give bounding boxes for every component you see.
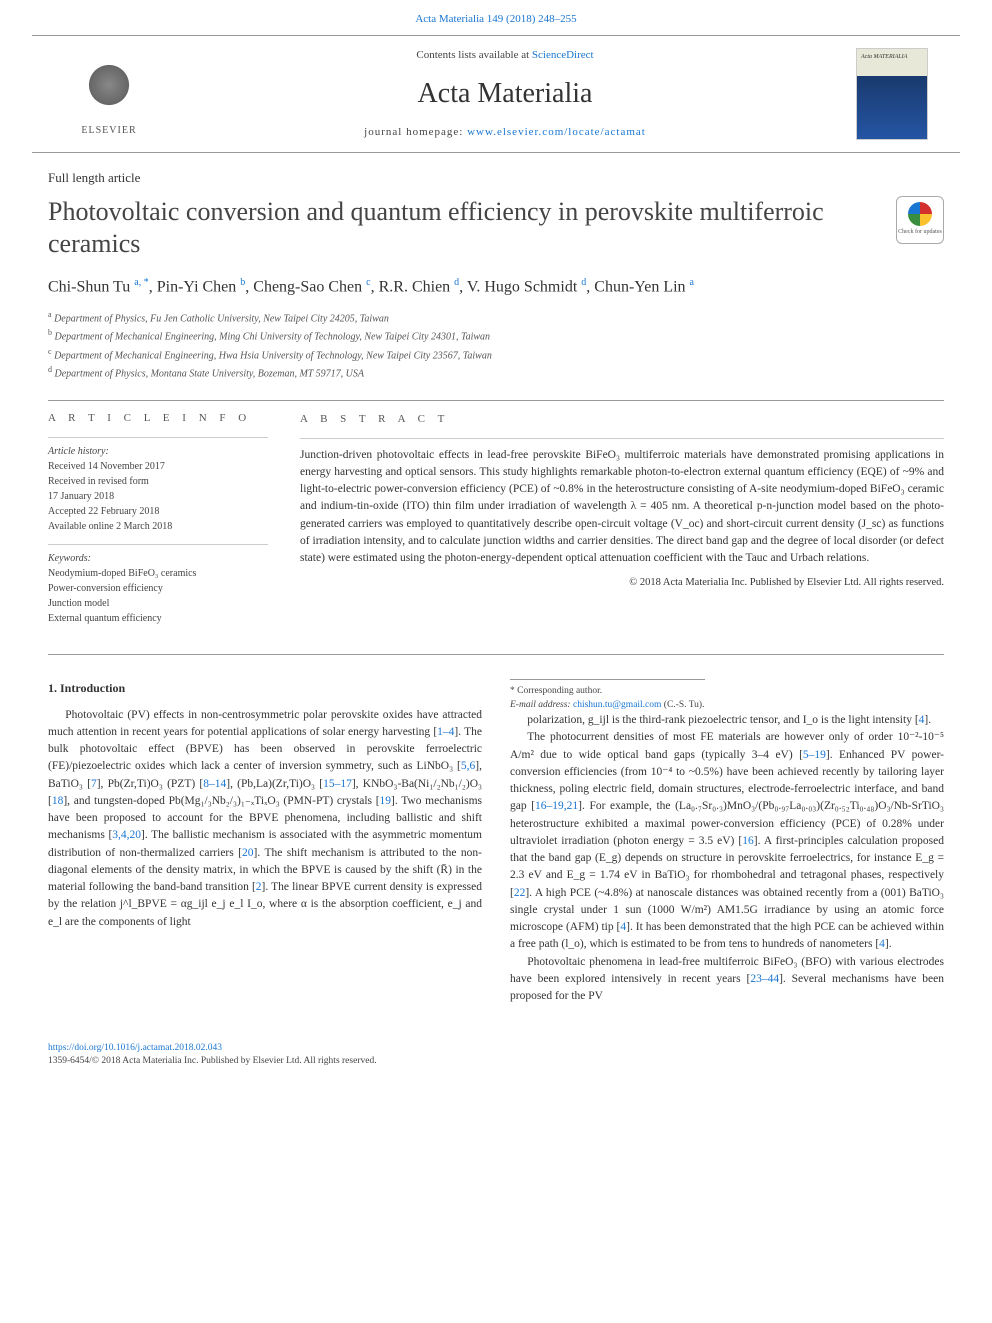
keywords-label: Keywords:	[48, 553, 91, 564]
abstract-text: Junction-driven photovoltaic effects in …	[300, 447, 944, 568]
corr-author-line: * Corresponding author.	[510, 684, 705, 698]
abstract-rule	[300, 438, 944, 439]
journal-cover-thumbnail	[856, 48, 928, 140]
homepage-link[interactable]: www.elsevier.com/locate/actamat	[467, 126, 646, 138]
article-info: A R T I C L E I N F O Article history: R…	[48, 411, 268, 635]
doi-link[interactable]: https://doi.org/10.1016/j.actamat.2018.0…	[48, 1043, 222, 1053]
divider	[48, 400, 944, 401]
contents-listing: Contents lists available at ScienceDirec…	[154, 48, 856, 63]
affiliation-line: c Department of Mechanical Engineering, …	[48, 346, 944, 364]
journal-header: ELSEVIER Contents lists available at Sci…	[32, 35, 960, 153]
intro-para-1: Photovoltaic (PV) effects in non-centros…	[48, 707, 482, 931]
intro-para-2: polarization, g_ijl is the third-rank pi…	[510, 712, 944, 729]
intro-para-3: The photocurrent densities of most FE ma…	[510, 729, 944, 953]
history-line: 17 January 2018	[48, 489, 268, 504]
intro-para-4: Photovoltaic phenomena in lead-free mult…	[510, 954, 944, 1006]
history-label: Article history:	[48, 446, 109, 457]
crossmark-badge[interactable]: Check for updates	[896, 196, 944, 244]
email-label: E-mail address:	[510, 700, 573, 710]
info-abstract-row: A R T I C L E I N F O Article history: R…	[48, 411, 944, 635]
publisher-name: ELSEVIER	[81, 124, 136, 138]
crossmark-label: Check for updates	[898, 228, 942, 236]
title-row: Photovoltaic conversion and quantum effi…	[48, 196, 944, 261]
publisher-logo: ELSEVIER	[64, 44, 154, 144]
history-line: Available online 2 March 2018	[48, 519, 268, 534]
journal-name: Acta Materialia	[154, 74, 856, 113]
body-text: 1. Introduction Photovoltaic (PV) effect…	[48, 679, 944, 1019]
corr-email-link[interactable]: chishun.tu@gmail.com	[573, 700, 661, 710]
keyword-line: Power-conversion efficiency	[48, 581, 268, 596]
elsevier-tree-icon	[74, 50, 144, 120]
history-line: Received in revised form	[48, 474, 268, 489]
article-title: Photovoltaic conversion and quantum effi…	[48, 196, 876, 261]
keyword-line: External quantum efficiency	[48, 611, 268, 626]
keyword-line: Neodymium-doped BiFeO₃ ceramics	[48, 566, 268, 581]
journal-homepage: journal homepage: www.elsevier.com/locat…	[154, 125, 856, 140]
corr-email-author: (C.-S. Tu).	[661, 700, 704, 710]
crossmark-icon	[908, 202, 932, 226]
journal-citation: Acta Materialia 149 (2018) 248–255	[0, 0, 992, 35]
affiliation-line: a Department of Physics, Fu Jen Catholic…	[48, 309, 944, 327]
history-line: Received 14 November 2017	[48, 459, 268, 474]
homepage-prefix: journal homepage:	[364, 126, 467, 138]
history-line: Accepted 22 February 2018	[48, 504, 268, 519]
header-center: Contents lists available at ScienceDirec…	[154, 48, 856, 140]
footer-block: https://doi.org/10.1016/j.actamat.2018.0…	[0, 1042, 992, 1085]
section-heading-intro: 1. Introduction	[48, 679, 482, 697]
keywords-block: Keywords: Neodymium-doped BiFeO₃ ceramic…	[48, 544, 268, 626]
article-history: Article history: Received 14 November 20…	[48, 437, 268, 534]
author-list: Chi-Shun Tu a, *, Pin-Yi Chen b, Cheng-S…	[48, 275, 944, 299]
divider-bottom	[48, 654, 944, 655]
affiliation-line: b Department of Mechanical Engineering, …	[48, 327, 944, 345]
contents-prefix: Contents lists available at	[416, 49, 531, 61]
abstract-label: A B S T R A C T	[300, 411, 944, 428]
corr-email-line: E-mail address: chishun.tu@gmail.com (C.…	[510, 698, 705, 712]
affiliations: a Department of Physics, Fu Jen Catholic…	[48, 309, 944, 382]
issn-copyright: 1359-6454/© 2018 Acta Materialia Inc. Pu…	[48, 1056, 377, 1066]
affiliation-line: d Department of Physics, Montana State U…	[48, 364, 944, 382]
keyword-line: Junction model	[48, 596, 268, 611]
corresponding-footnote: * Corresponding author. E-mail address: …	[510, 679, 705, 713]
article-type: Full length article	[48, 169, 944, 187]
article-info-label: A R T I C L E I N F O	[48, 411, 268, 426]
abstract-copyright: © 2018 Acta Materialia Inc. Published by…	[300, 575, 944, 591]
article-main: Full length article Photovoltaic convers…	[0, 153, 992, 1042]
sciencedirect-link[interactable]: ScienceDirect	[532, 49, 594, 61]
abstract: A B S T R A C T Junction-driven photovol…	[300, 411, 944, 635]
